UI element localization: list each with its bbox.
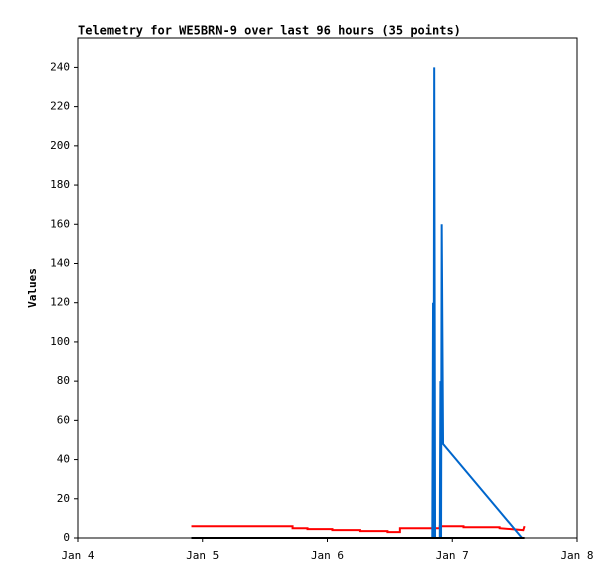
- y-tick-label: 240: [50, 60, 70, 73]
- y-tick-label: 180: [50, 178, 70, 191]
- y-tick-label: 200: [50, 139, 70, 152]
- x-tick-label: Jan 4: [61, 549, 94, 562]
- plot-frame: [77, 37, 578, 539]
- y-axis-label: Values: [26, 268, 39, 308]
- y-tick-label: 20: [57, 492, 70, 505]
- y-tick-label: 140: [50, 256, 70, 269]
- y-tick-label: 60: [57, 413, 70, 426]
- x-tick-label: Jan 7: [436, 549, 469, 562]
- x-tick-label: Jan 8: [560, 549, 593, 562]
- y-tick-label: 100: [50, 335, 70, 348]
- x-tick-label: Jan 6: [311, 549, 344, 562]
- y-tick-label: 40: [57, 453, 70, 466]
- y-tick-label: 220: [50, 100, 70, 113]
- y-tick-label: 160: [50, 217, 70, 230]
- series-line: [191, 525, 526, 534]
- x-tick-label: Jan 5: [186, 549, 219, 562]
- chart-title: Telemetry for WE5BRN-9 over last 96 hour…: [78, 24, 461, 38]
- y-tick-label: 120: [50, 296, 70, 309]
- series-line: [431, 67, 523, 539]
- y-tick-label: 0: [63, 531, 70, 544]
- y-tick-label: 80: [57, 374, 70, 387]
